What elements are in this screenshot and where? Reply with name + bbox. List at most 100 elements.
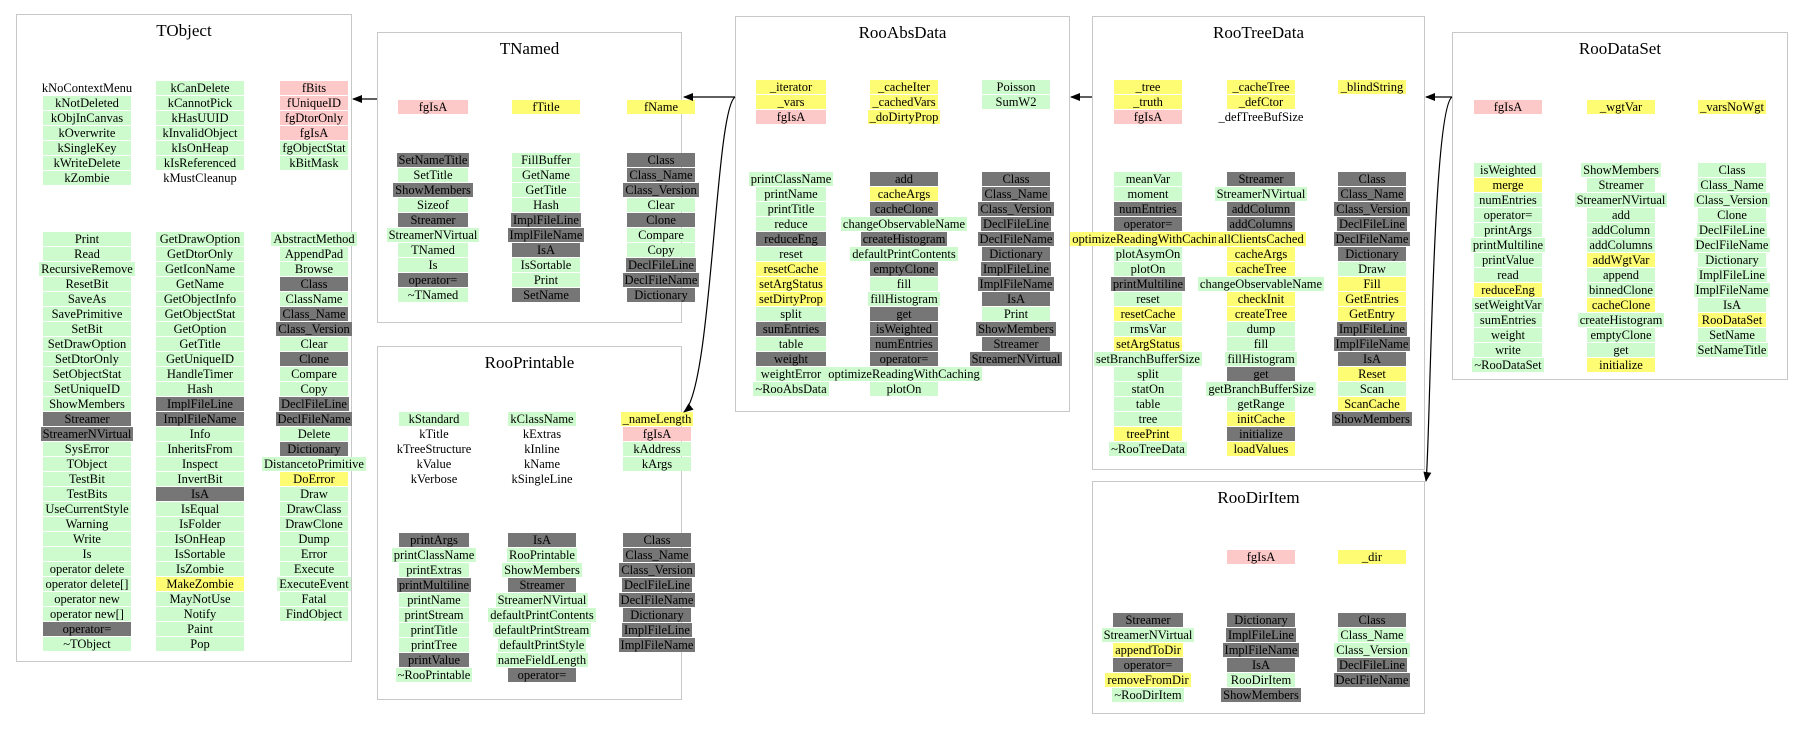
member-plain[interactable]: kNoContextMenu — [41, 81, 133, 95]
member-gray[interactable]: DeclFileLine — [626, 258, 696, 272]
member-gray[interactable]: operator= — [870, 352, 938, 366]
member-green[interactable]: binnedClone — [1587, 283, 1655, 297]
member-green[interactable]: table — [756, 337, 826, 351]
member-green[interactable]: Draw — [1338, 262, 1406, 276]
member-yellow[interactable]: checkInit — [1227, 292, 1295, 306]
member-green[interactable]: IsEqual — [156, 502, 244, 516]
member-green[interactable]: printClassName — [391, 548, 477, 562]
member-green[interactable]: SetDtorOnly — [43, 352, 131, 366]
member-green[interactable]: IsOnHeap — [156, 532, 244, 546]
member-pink[interactable]: fgDtorOnly — [280, 111, 348, 125]
member-green[interactable]: kSingleKey — [43, 141, 131, 155]
member-green[interactable]: TestBits — [43, 487, 131, 501]
class-title[interactable]: TNamed — [499, 39, 560, 58]
member-yellow[interactable]: cacheArgs — [1227, 247, 1295, 261]
member-green[interactable]: Inspect — [156, 457, 244, 471]
member-green[interactable]: reset — [1114, 292, 1182, 306]
member-green[interactable]: RooDirItem — [1227, 673, 1295, 687]
member-gray[interactable]: StreamerNVirtual — [969, 352, 1063, 366]
member-gray[interactable]: SetNameTitle — [396, 153, 470, 167]
member-green[interactable]: get — [1587, 343, 1655, 357]
member-green[interactable]: defaultPrintStyle — [497, 638, 587, 652]
member-gray[interactable]: operator= — [43, 622, 131, 636]
member-gray[interactable]: DeclFileName — [977, 232, 1055, 246]
member-green[interactable]: MayNotUse — [156, 592, 244, 606]
member-green[interactable]: printStream — [399, 608, 469, 622]
member-gray[interactable]: Class — [627, 153, 695, 167]
member-green[interactable]: GetOption — [156, 322, 244, 336]
member-green[interactable]: kCannotPick — [156, 96, 244, 110]
member-green[interactable]: GetTitle — [156, 337, 244, 351]
member-green[interactable]: GetObjectInfo — [156, 292, 244, 306]
member-green[interactable]: write — [1474, 343, 1542, 357]
member-green[interactable]: kHasUUID — [156, 111, 244, 125]
member-gray[interactable]: DeclFileLine — [279, 397, 349, 411]
member-gray[interactable]: add — [870, 172, 938, 186]
member-green[interactable]: defaultPrintStream — [492, 623, 592, 637]
member-yellow[interactable]: optimizeReadingWithCaching — [1070, 232, 1226, 246]
member-gray[interactable]: Class_Version — [623, 183, 699, 197]
member-gray[interactable]: Dictionary — [280, 442, 348, 456]
member-green[interactable]: Hash — [156, 382, 244, 396]
member-yellow[interactable]: _nameLength — [620, 412, 694, 426]
member-plain[interactable]: kTreeStructure — [396, 442, 472, 456]
class-title[interactable]: RooPrintable — [484, 353, 575, 372]
member-green[interactable]: isWeighted — [1474, 163, 1542, 177]
member-green[interactable]: printClassName — [748, 172, 834, 186]
member-green[interactable]: fill — [870, 277, 938, 291]
member-gray[interactable]: Class_Name — [623, 548, 691, 562]
member-green[interactable]: AbstractMethod — [271, 232, 357, 246]
member-yellow[interactable]: setDirtyProp — [756, 292, 826, 306]
member-green[interactable]: UseCurrentStyle — [43, 502, 131, 516]
member-gray[interactable]: get — [870, 307, 938, 321]
member-green[interactable]: InheritsFrom — [156, 442, 244, 456]
member-green[interactable]: kBitMask — [280, 156, 348, 170]
member-green[interactable]: GetIconName — [156, 262, 244, 276]
member-gray[interactable]: DeclFileLine — [1337, 658, 1407, 672]
member-green[interactable]: Sizeof — [398, 198, 468, 212]
member-gray[interactable]: ImplFileLine — [1337, 322, 1407, 336]
member-green[interactable]: meanVar — [1114, 172, 1182, 186]
member-yellow[interactable]: Fill — [1338, 277, 1406, 291]
member-gray[interactable]: addColumn — [1227, 202, 1295, 216]
member-gray[interactable]: operator= — [1113, 658, 1183, 672]
class-title[interactable]: RooDataSet — [1578, 39, 1662, 58]
member-gray[interactable]: Streamer — [43, 412, 131, 426]
member-green[interactable]: Copy — [627, 243, 695, 257]
member-gray[interactable]: Class_Version — [276, 322, 352, 336]
member-gray[interactable]: DeclFileName — [1333, 673, 1411, 687]
member-plain[interactable]: kInline — [524, 442, 560, 456]
member-green[interactable]: optimizeReadingWithCaching — [826, 367, 982, 381]
member-yellow[interactable]: allClientsCached — [1216, 232, 1306, 246]
member-plain[interactable]: kName — [523, 457, 561, 471]
member-green[interactable]: Draw — [280, 487, 348, 501]
member-gray[interactable]: StreamerNVirtual — [40, 427, 134, 441]
member-gray[interactable]: DeclFileLine — [622, 578, 692, 592]
member-yellow[interactable]: createTree — [1227, 307, 1295, 321]
member-gray[interactable]: Streamer — [1113, 613, 1183, 627]
member-gray[interactable]: ImplFileLine — [622, 623, 692, 637]
member-pink[interactable]: fgIsA — [1114, 110, 1182, 124]
member-green[interactable]: kIsOnHeap — [156, 141, 244, 155]
class-title[interactable]: TObject — [156, 21, 212, 40]
member-yellow[interactable]: loadValues — [1227, 442, 1295, 456]
member-green[interactable]: Notify — [156, 607, 244, 621]
member-plain[interactable]: kTitle — [419, 427, 449, 441]
member-gray[interactable]: ImplFileName — [156, 412, 244, 426]
member-gray[interactable]: Streamer — [982, 337, 1050, 351]
member-gray[interactable]: cacheClone — [870, 202, 938, 216]
member-yellow[interactable]: GetEntry — [1338, 307, 1406, 321]
member-yellow[interactable]: _vars — [756, 95, 826, 109]
member-yellow[interactable]: cacheClone — [1587, 298, 1655, 312]
member-gray[interactable]: Dictionary — [982, 247, 1050, 261]
member-green[interactable]: SetNameTitle — [1695, 343, 1769, 357]
member-gray[interactable]: ShowMembers — [1221, 688, 1301, 702]
member-green[interactable]: StreamerNVirtual — [1214, 187, 1308, 201]
member-yellow[interactable]: initialize — [1587, 358, 1655, 372]
member-green[interactable]: kIsReferenced — [156, 156, 244, 170]
member-green[interactable]: GetName — [156, 277, 244, 291]
member-gray[interactable]: ShowMembers — [976, 322, 1056, 336]
member-green[interactable]: fillHistogram — [1225, 352, 1297, 366]
member-green[interactable]: printName — [399, 593, 469, 607]
member-green[interactable]: StreamerNVirtual — [386, 228, 480, 242]
